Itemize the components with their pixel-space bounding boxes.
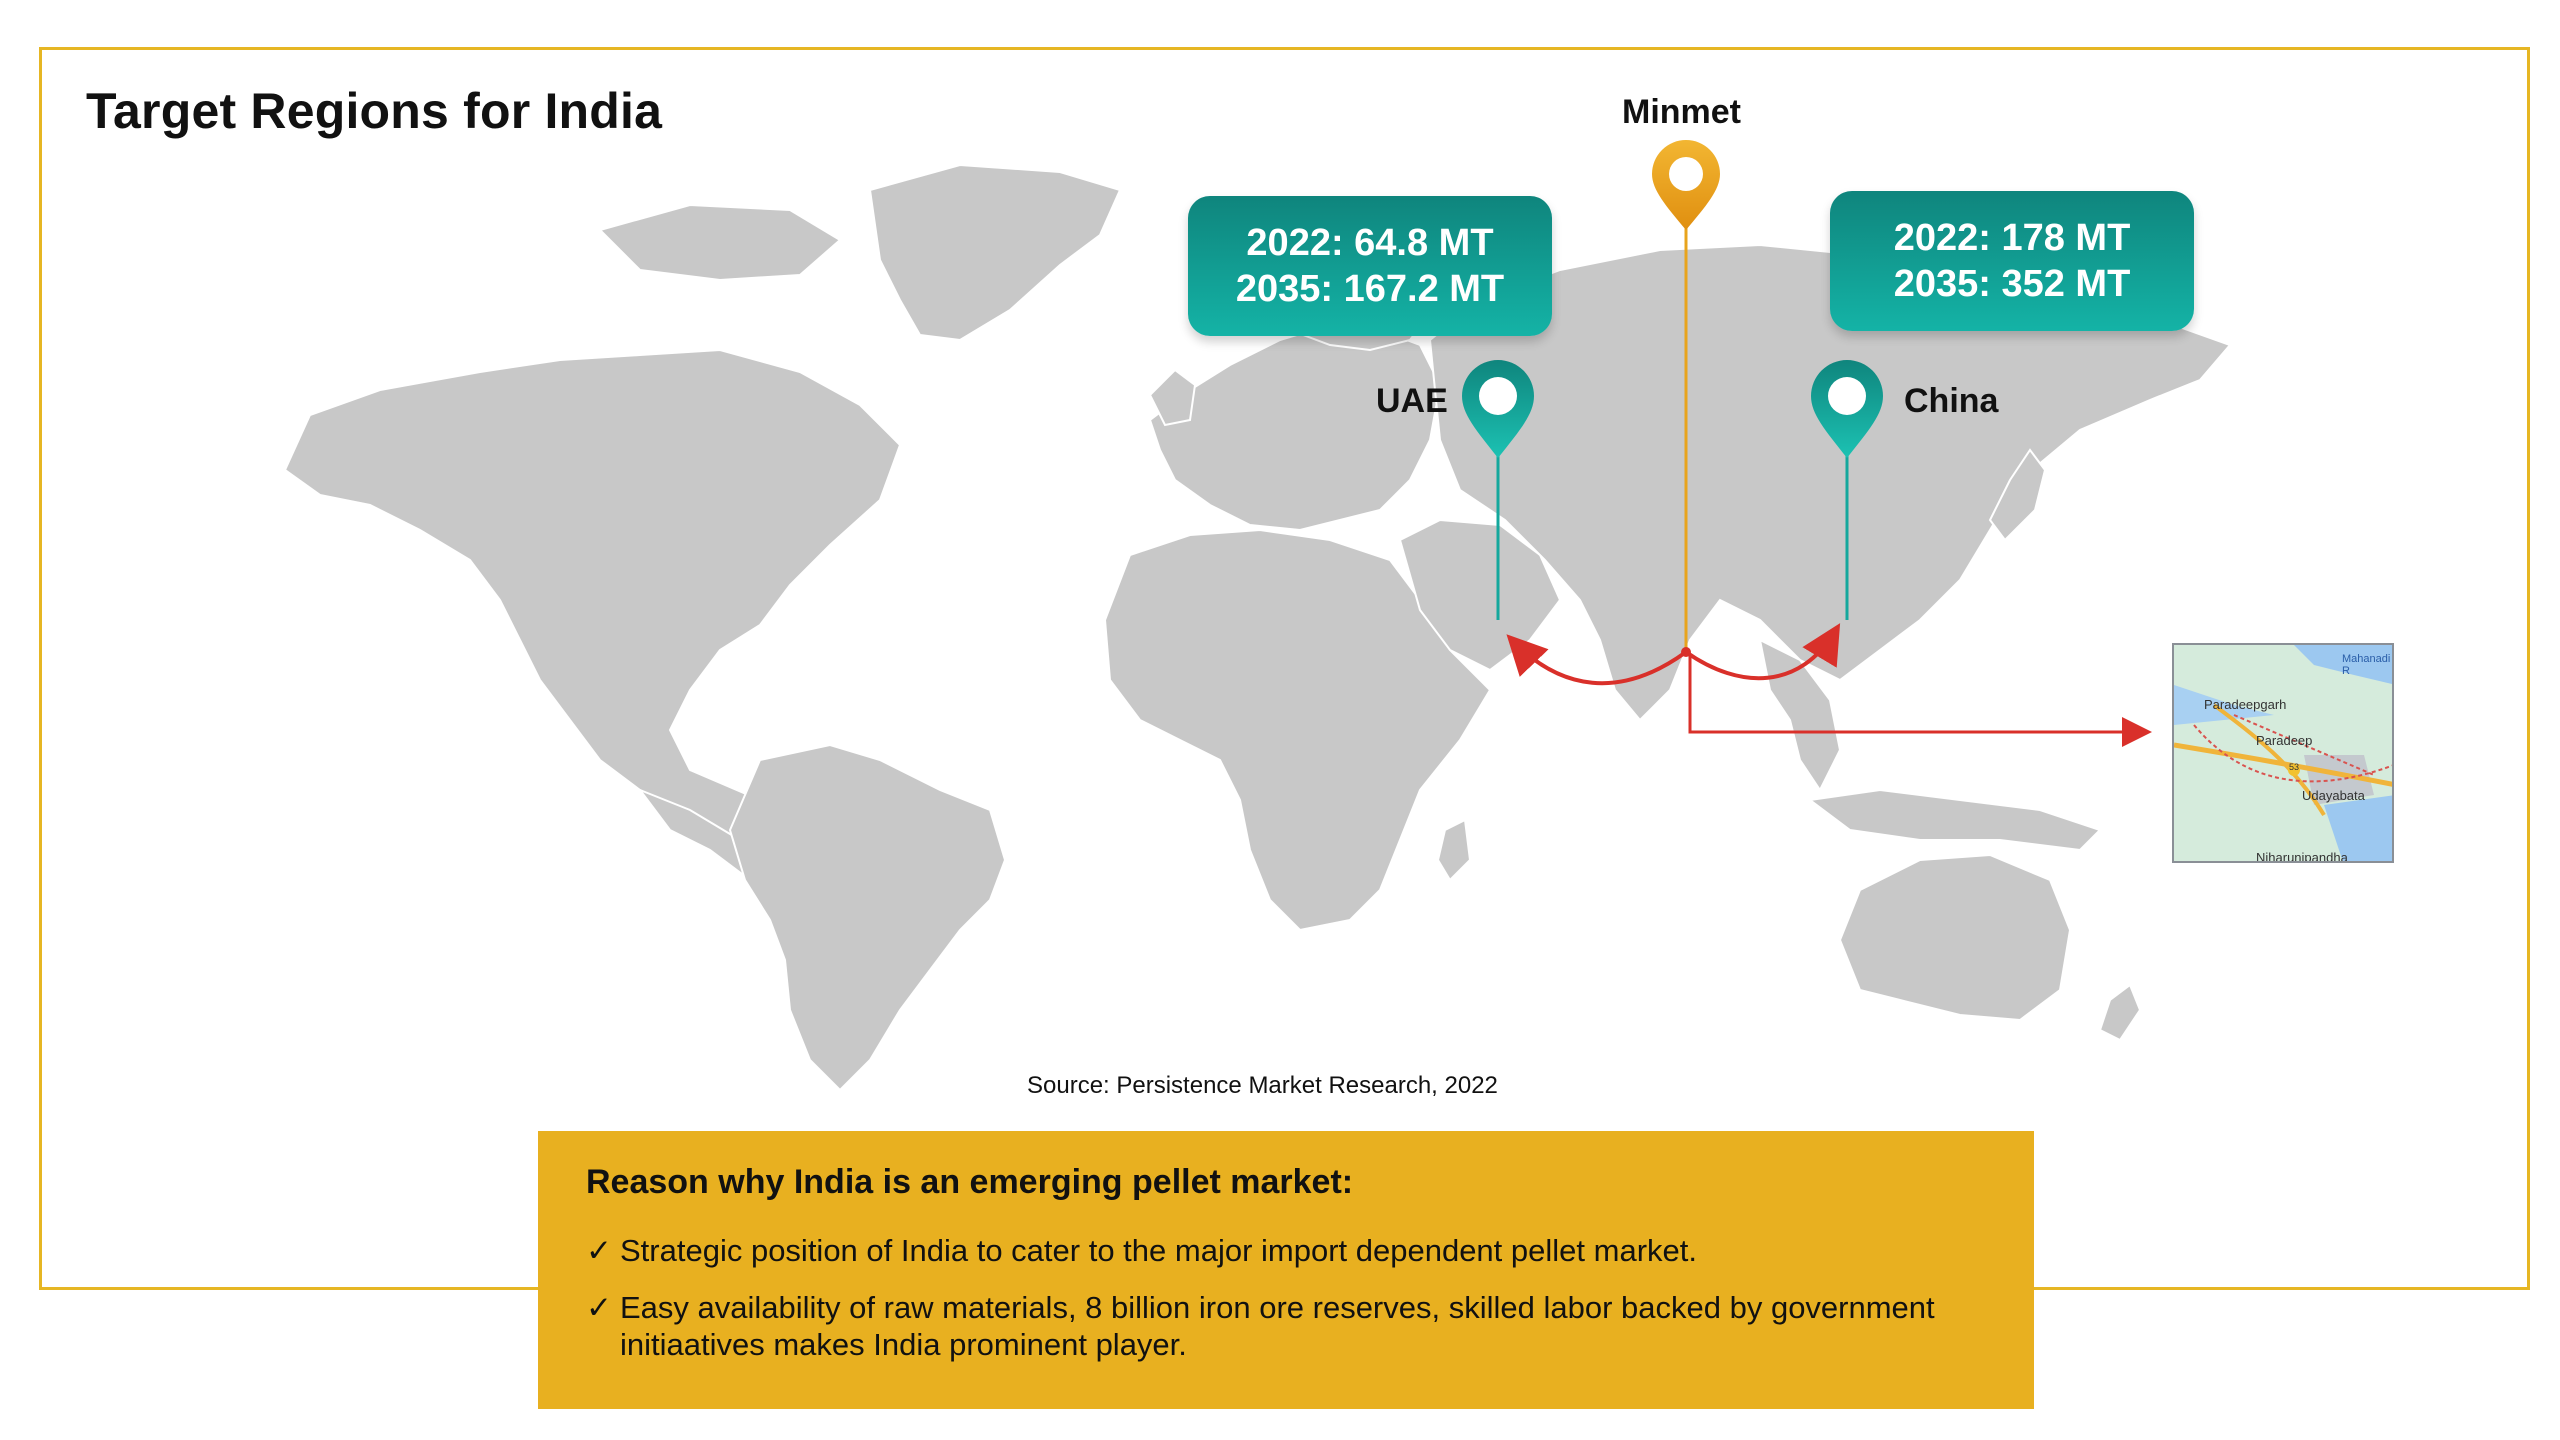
reason-item-text: Strategic position of India to cater to …	[620, 1233, 1697, 1268]
source-note: Source: Persistence Market Research, 202…	[1027, 1072, 1498, 1099]
china-2022-value: 2022: 178 MT	[1893, 217, 2131, 259]
inset-place-label: 53	[2289, 762, 2300, 772]
arrow-to-china	[1684, 623, 1841, 681]
uae-2022-value: 2022: 64.8 MT	[1246, 222, 1494, 264]
uae-label: UAE	[1376, 382, 1448, 420]
uae-2035-value: 2035: 167.2 MT	[1235, 268, 1505, 310]
africa-shape	[1103, 528, 1492, 932]
inset-place-label: Paradeep	[2256, 733, 2313, 748]
china-pin	[1811, 360, 1883, 458]
indonesia-shape	[1807, 788, 2102, 852]
checkmark-icon: ✓	[586, 1290, 612, 1325]
reason-title: Reason why India is an emerging pellet m…	[586, 1163, 1354, 1201]
minmet-label: Minmet	[1622, 93, 1741, 131]
australia-shape	[1838, 853, 2072, 1022]
china-2035-value: 2035: 352 MT	[1893, 263, 2131, 305]
madagascar-shape	[1436, 818, 1472, 882]
japan-shape	[1988, 448, 2047, 542]
checkmark-icon: ✓	[586, 1233, 612, 1268]
north-america-shape	[283, 348, 902, 852]
china-label: China	[1904, 382, 1999, 420]
arrow-to-uae	[1506, 634, 1688, 686]
page-title: Target Regions for India	[86, 83, 663, 139]
india-origin-dot	[1681, 647, 1691, 657]
china-volume-callout: 2022: 178 MT 2035: 352 MT	[1830, 191, 2194, 331]
uae-volume-callout: 2022: 64.8 MT 2035: 167.2 MT	[1188, 196, 1552, 336]
south-america-shape	[728, 743, 1007, 1092]
inset-map-graphic	[2174, 645, 2392, 861]
europe-shape	[1148, 323, 1442, 532]
minmet-pin	[1652, 140, 1720, 230]
inset-place-label: Mahanadi R	[2342, 653, 2391, 677]
reason-item: ✓ Strategic position of India to cater t…	[586, 1232, 1986, 1269]
inset-place-label: Niharunipandha	[2256, 850, 2348, 863]
continents	[283, 163, 2232, 1092]
uk-shape	[1148, 368, 1197, 427]
greenland-shape	[868, 163, 1122, 342]
arrow-to-inset	[1688, 655, 2152, 747]
uae-pin	[1462, 360, 1534, 458]
new-zealand-shape	[2098, 983, 2142, 1042]
paradeep-inset-map: Mahanadi R Paradeepgarh Paradeep 53 Uday…	[2172, 643, 2394, 863]
middle-east-shape	[1398, 518, 1562, 672]
reason-item-text: Easy availability of raw materials, 8 bi…	[620, 1290, 1935, 1362]
reason-item: ✓ Easy availability of raw materials, 8 …	[586, 1289, 1986, 1363]
arctic-islands-shape	[598, 203, 842, 282]
inset-place-label: Udayabata	[2302, 788, 2365, 803]
reason-panel: Reason why India is an emerging pellet m…	[538, 1131, 2034, 1409]
inset-place-label: Paradeepgarh	[2204, 697, 2287, 712]
